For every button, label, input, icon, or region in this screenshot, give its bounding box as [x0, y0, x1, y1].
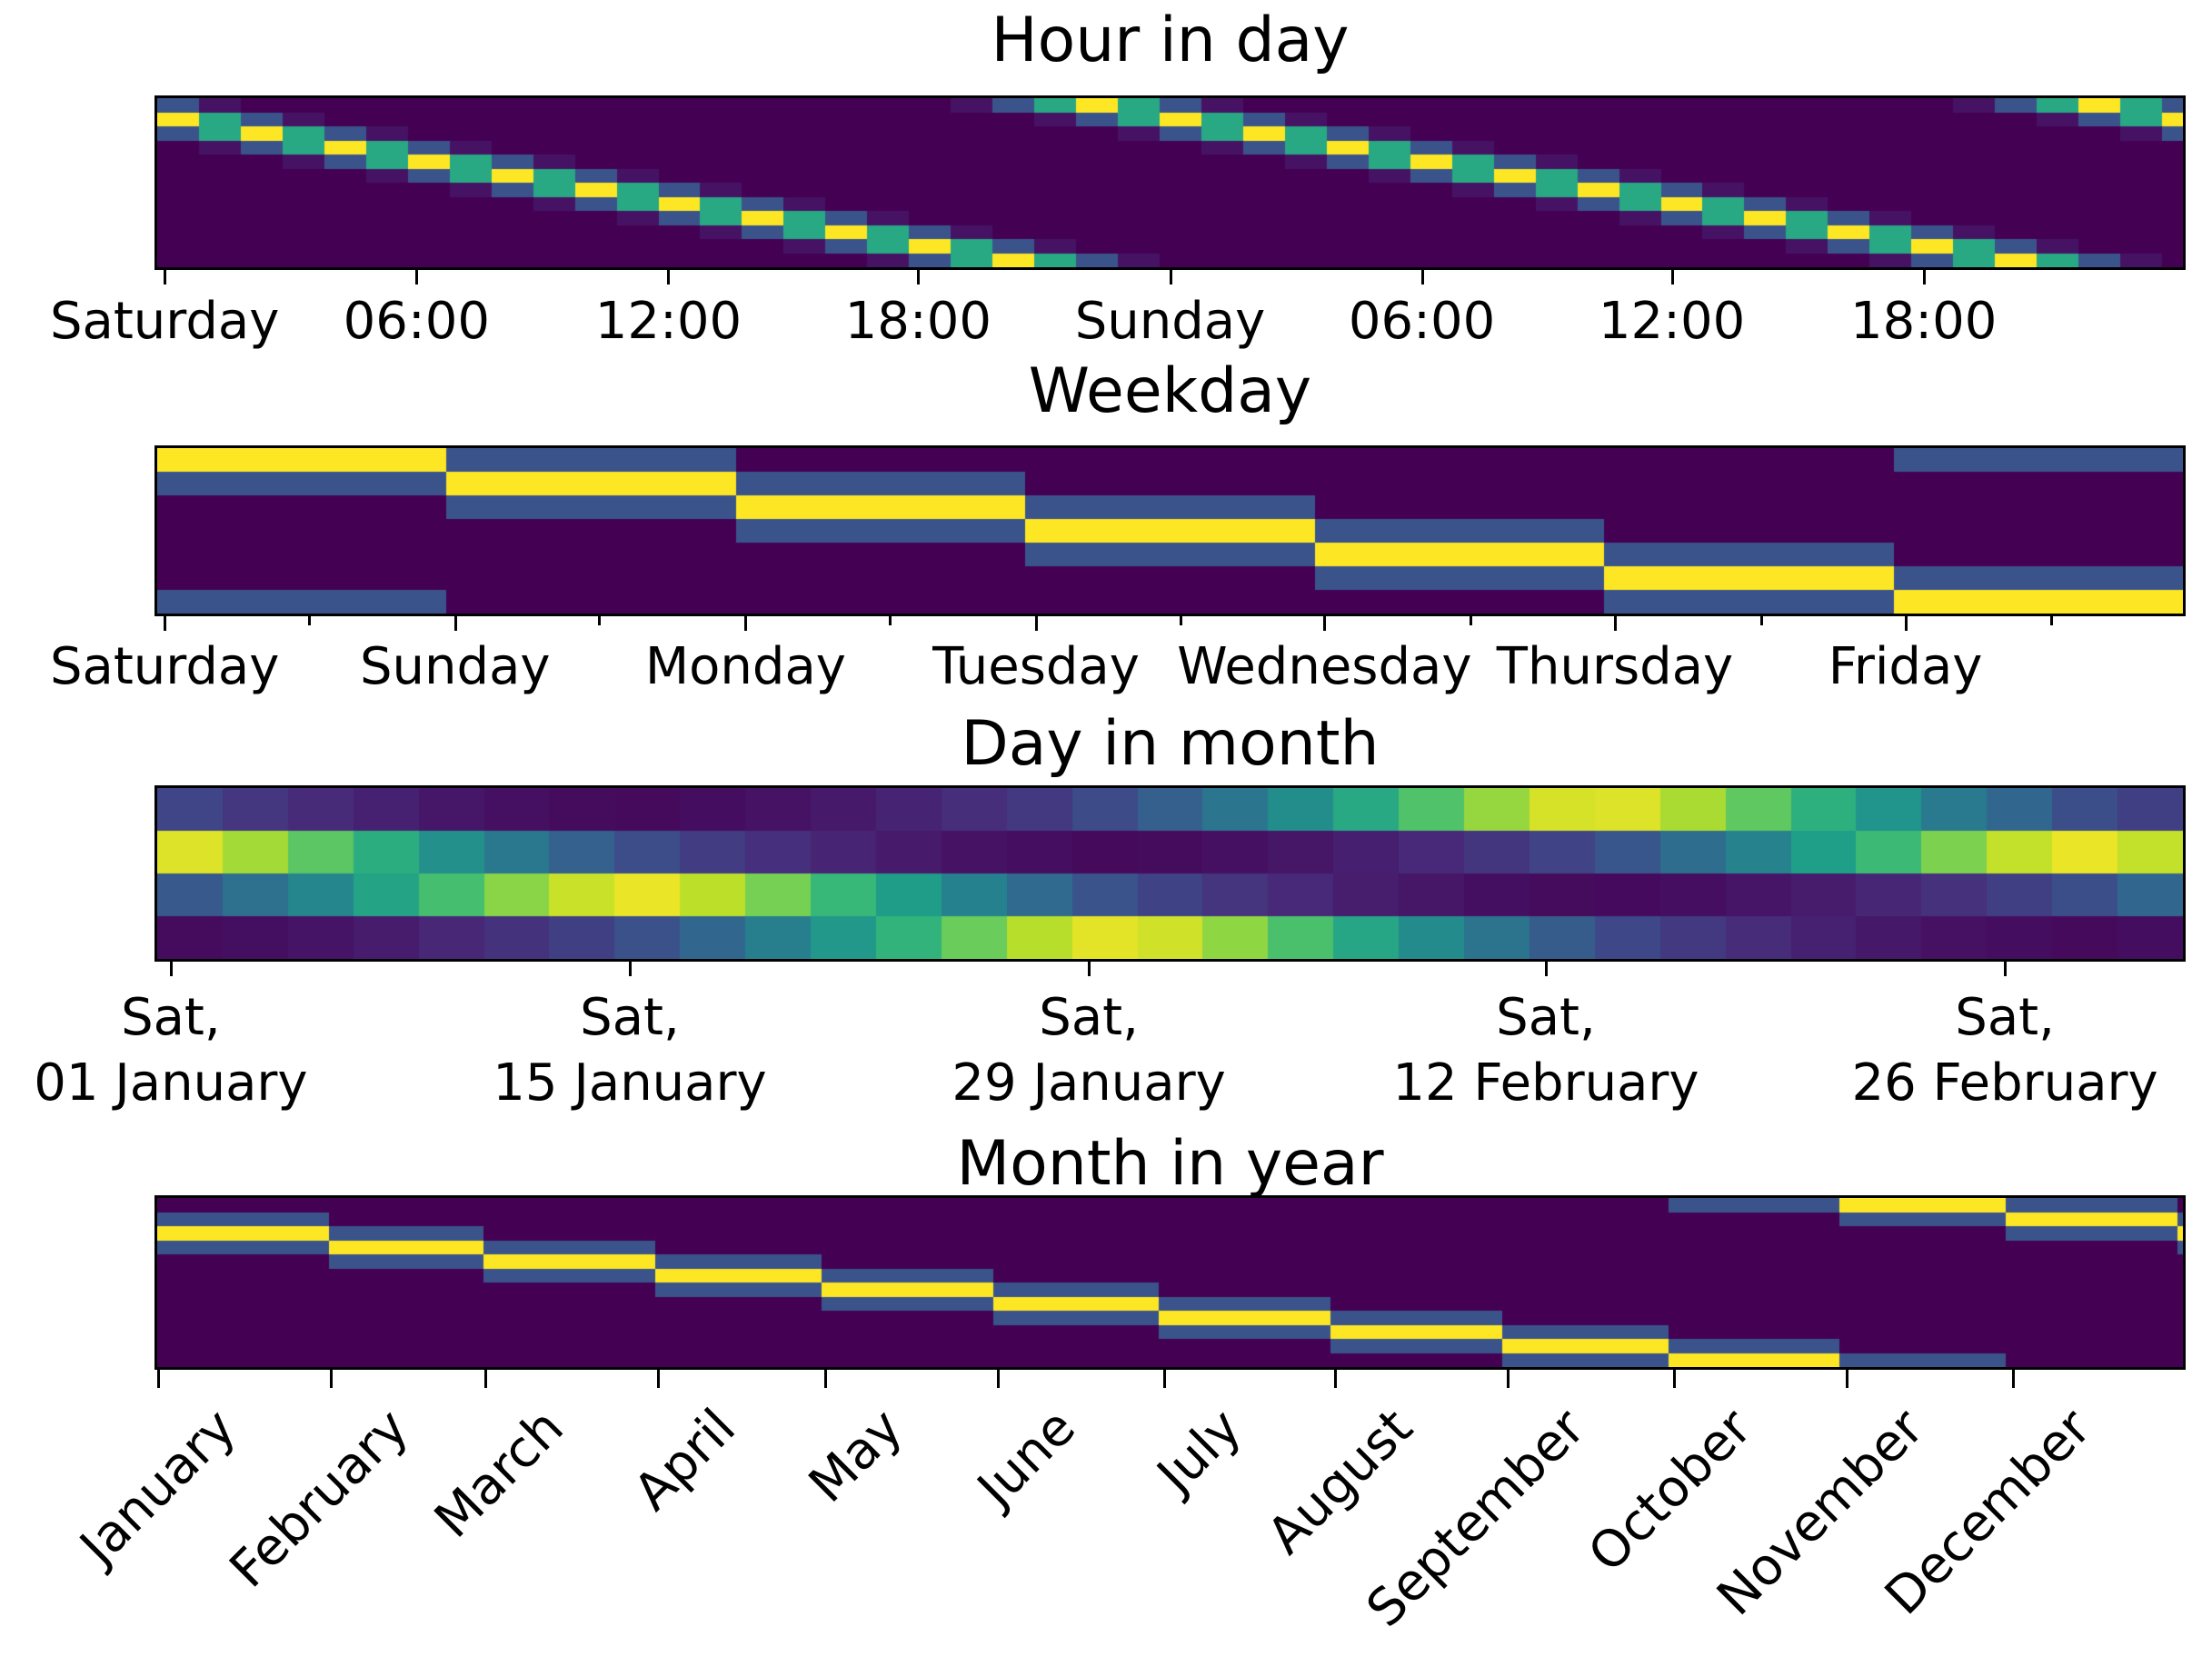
x-tick-label: Sat, 29 January	[952, 988, 1226, 1113]
x-tick-label: July	[1146, 1398, 1253, 1505]
hour-in-day-plot-area	[154, 95, 2186, 270]
x-axis-tick	[598, 616, 602, 625]
x-tick-label: January	[69, 1398, 248, 1577]
x-tick-label: Sat, 01 January	[34, 988, 308, 1113]
x-axis-tick	[889, 616, 892, 625]
x-tick-label: Saturday	[49, 637, 280, 696]
subplot-title-month-in-year: Month in year	[956, 1128, 1384, 1200]
x-tick-label: Sat, 26 February	[1851, 988, 2158, 1113]
x-tick-label: Monday	[644, 637, 846, 696]
x-axis-tick	[1470, 616, 1473, 625]
x-axis-tick	[657, 1370, 661, 1388]
x-tick-label: April	[623, 1398, 748, 1522]
subplot-title-hour-in-day: Hour in day	[991, 5, 1350, 76]
x-axis-tick	[1323, 616, 1327, 631]
x-axis-tick	[2004, 962, 2008, 976]
x-axis-tick	[484, 1370, 488, 1388]
x-axis-tick	[453, 616, 457, 631]
hour-in-day-heatmap	[157, 98, 2183, 267]
x-axis-tick	[1333, 1370, 1337, 1388]
x-axis-tick	[164, 616, 167, 631]
x-axis-tick	[2050, 616, 2054, 625]
month-in-year-heatmap	[157, 1198, 2183, 1367]
x-tick-label: August	[1255, 1398, 1424, 1566]
x-axis-tick	[1922, 270, 1926, 284]
x-axis-tick	[169, 962, 173, 976]
x-axis-tick	[1672, 1370, 1676, 1388]
x-axis-tick	[307, 616, 311, 625]
x-tick-label: Saturday	[49, 292, 280, 351]
x-tick-label: 12:00	[1598, 292, 1746, 351]
x-axis-tick	[667, 270, 671, 284]
x-axis-tick	[1613, 616, 1617, 631]
x-tick-label: Sunday	[359, 637, 551, 696]
x-tick-label: 12:00	[594, 292, 742, 351]
x-tick-label: 06:00	[343, 292, 490, 351]
x-axis-tick	[1759, 616, 1763, 625]
x-tick-label: 06:00	[1348, 292, 1496, 351]
x-tick-label: Thursday	[1496, 637, 1734, 696]
x-tick-label: Sunday	[1074, 292, 1266, 351]
x-axis-tick	[164, 270, 167, 284]
x-tick-label: Sat, 15 January	[493, 988, 767, 1113]
x-tick-label: 18:00	[1849, 292, 1998, 351]
x-axis-tick	[744, 616, 748, 631]
weekday-heatmap	[157, 448, 2183, 614]
x-tick-label: Friday	[1828, 637, 1983, 696]
x-tick-label: June	[966, 1398, 1087, 1519]
x-axis-tick	[157, 1370, 161, 1388]
x-axis-tick	[1034, 616, 1038, 631]
x-axis-tick	[917, 270, 921, 284]
x-tick-label: Wednesday	[1177, 637, 1472, 696]
x-tick-label: May	[797, 1398, 914, 1514]
x-tick-label: Sat, 12 February	[1392, 988, 1699, 1113]
x-tick-label: 18:00	[844, 292, 992, 351]
day-in-month-plot-area	[154, 785, 2186, 962]
subplot-title-weekday: Weekday	[1028, 355, 1312, 427]
x-axis-tick	[823, 1370, 827, 1388]
x-axis-tick	[1179, 616, 1182, 625]
x-tick-label: Tuesday	[932, 637, 1140, 696]
x-axis-tick	[415, 270, 419, 284]
x-axis-tick	[330, 1370, 334, 1388]
x-tick-label: February	[218, 1398, 421, 1600]
x-tick-label: March	[423, 1398, 575, 1550]
x-axis-tick	[1169, 270, 1172, 284]
subplot-title-day-in-month: Day in month	[961, 708, 1380, 780]
x-axis-tick	[1904, 616, 1908, 631]
x-axis-tick	[1845, 1370, 1848, 1388]
x-axis-tick	[2012, 1370, 2016, 1388]
weekday-plot-area	[154, 445, 2186, 616]
x-axis-tick	[1420, 270, 1424, 284]
x-axis-tick	[1670, 270, 1674, 284]
x-axis-tick	[1506, 1370, 1510, 1388]
x-axis-tick	[996, 1370, 1000, 1388]
month-in-year-plot-area	[154, 1195, 2186, 1370]
x-axis-tick	[1162, 1370, 1166, 1388]
x-axis-tick	[1088, 962, 1091, 976]
x-axis-tick	[628, 962, 632, 976]
x-axis-tick	[1544, 962, 1548, 976]
day-in-month-heatmap	[157, 788, 2183, 959]
